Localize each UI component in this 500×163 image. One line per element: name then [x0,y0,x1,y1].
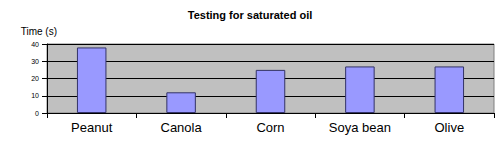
svg-text:Time (s): Time (s) [21,26,57,37]
svg-text:Testing for saturated oil: Testing for saturated oil [188,9,312,21]
svg-text:Olive: Olive [434,120,464,135]
svg-text:Soya bean: Soya bean [329,120,391,135]
svg-text:0: 0 [35,110,39,117]
svg-text:40: 40 [31,41,39,48]
svg-text:10: 10 [31,92,39,99]
svg-text:Peanut: Peanut [71,120,113,135]
svg-text:20: 20 [31,75,39,82]
svg-text:Canola: Canola [160,120,202,135]
svg-text:30: 30 [31,58,39,65]
svg-text:Corn: Corn [256,120,284,135]
